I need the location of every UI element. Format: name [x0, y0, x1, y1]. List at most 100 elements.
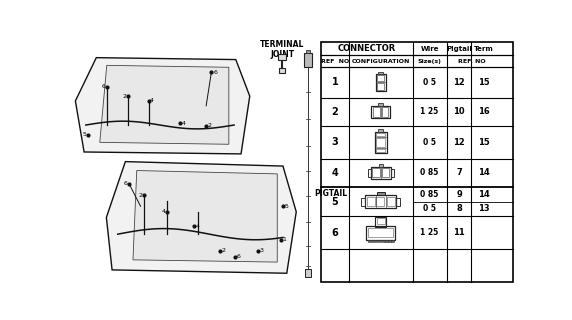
Text: REF  NO: REF NO: [321, 59, 349, 64]
Bar: [376, 133, 385, 136]
Text: 0 85: 0 85: [420, 168, 439, 177]
Text: 5: 5: [284, 204, 288, 209]
Bar: [383, 240, 385, 242]
Text: 16: 16: [478, 108, 490, 116]
Text: 5: 5: [82, 132, 86, 137]
Bar: [376, 74, 386, 91]
Text: 2: 2: [208, 124, 212, 129]
Text: 6: 6: [332, 228, 339, 238]
Bar: [379, 103, 383, 106]
Text: 3: 3: [260, 248, 264, 253]
Bar: [368, 228, 393, 237]
Text: 1: 1: [283, 237, 287, 242]
Bar: [368, 169, 371, 177]
Bar: [386, 240, 388, 242]
Text: 4: 4: [181, 121, 185, 125]
Text: 4: 4: [162, 209, 166, 214]
Text: 4: 4: [150, 99, 154, 103]
Text: 1 25: 1 25: [420, 108, 439, 116]
Text: 10: 10: [453, 108, 465, 116]
Bar: [387, 197, 395, 206]
Text: 6: 6: [124, 181, 128, 187]
Bar: [371, 240, 373, 242]
Polygon shape: [106, 162, 296, 273]
Bar: [368, 240, 370, 242]
Text: Pigtail: Pigtail: [446, 46, 472, 52]
Bar: [379, 164, 383, 167]
Bar: [388, 240, 391, 242]
Bar: [362, 197, 366, 206]
Polygon shape: [133, 171, 277, 262]
Text: 6: 6: [214, 69, 217, 75]
Text: 6: 6: [237, 254, 241, 259]
Bar: [379, 71, 383, 74]
Text: TERMINAL
JOINT: TERMINAL JOINT: [260, 40, 304, 59]
Text: 0 85: 0 85: [420, 190, 439, 199]
Text: 15: 15: [478, 78, 490, 87]
Bar: [367, 197, 375, 206]
Text: 8: 8: [456, 204, 462, 213]
Text: REF. NO: REF. NO: [458, 59, 485, 64]
Text: 6: 6: [101, 84, 105, 89]
Text: 3: 3: [332, 137, 339, 147]
Bar: [376, 197, 384, 206]
Bar: [379, 129, 383, 132]
Bar: [305, 269, 311, 277]
Text: 13: 13: [478, 204, 490, 213]
Text: 0 5: 0 5: [423, 204, 436, 213]
Text: 2: 2: [122, 94, 126, 99]
Bar: [279, 54, 286, 60]
Polygon shape: [100, 65, 229, 144]
Bar: [375, 132, 387, 153]
Bar: [366, 226, 395, 240]
Text: 12: 12: [453, 78, 465, 87]
Bar: [382, 168, 390, 177]
Bar: [376, 240, 379, 242]
Text: Wire: Wire: [420, 46, 439, 52]
Text: 0 5: 0 5: [423, 138, 436, 147]
Text: 2: 2: [222, 248, 226, 253]
Bar: [321, 42, 513, 283]
Bar: [391, 169, 394, 177]
Text: 12: 12: [453, 138, 465, 147]
Text: 14: 14: [478, 168, 490, 177]
Bar: [371, 106, 390, 118]
Text: PIGTAIL: PIGTAIL: [314, 189, 347, 198]
Bar: [376, 149, 385, 152]
Bar: [372, 168, 380, 177]
Bar: [305, 50, 310, 53]
Text: 2: 2: [332, 107, 339, 117]
Bar: [373, 107, 380, 116]
Bar: [396, 197, 400, 206]
Bar: [279, 68, 285, 73]
Polygon shape: [76, 58, 250, 154]
Text: 1: 1: [332, 77, 339, 87]
Text: 9: 9: [456, 190, 462, 199]
Bar: [378, 84, 384, 90]
Bar: [366, 196, 396, 208]
Bar: [375, 217, 386, 228]
Text: 11: 11: [453, 228, 465, 237]
Bar: [371, 167, 391, 179]
Text: 4: 4: [332, 168, 339, 178]
Bar: [380, 240, 382, 242]
Bar: [391, 240, 394, 242]
Text: 7: 7: [456, 168, 462, 177]
Text: CONNECTOR: CONNECTOR: [337, 44, 396, 53]
Bar: [377, 218, 384, 224]
Bar: [376, 138, 385, 147]
Bar: [378, 75, 384, 81]
Bar: [374, 240, 376, 242]
Text: 2: 2: [139, 193, 143, 197]
Text: CONFIGURATION: CONFIGURATION: [352, 59, 410, 64]
Bar: [377, 192, 384, 196]
Bar: [304, 53, 312, 67]
Text: Term: Term: [474, 46, 494, 52]
Text: 1 25: 1 25: [420, 228, 439, 237]
Text: 5: 5: [332, 196, 339, 207]
Text: 15: 15: [478, 138, 490, 147]
Text: 14: 14: [478, 190, 490, 199]
Text: 4: 4: [195, 224, 199, 229]
Text: 0 5: 0 5: [423, 78, 436, 87]
Bar: [382, 107, 388, 116]
